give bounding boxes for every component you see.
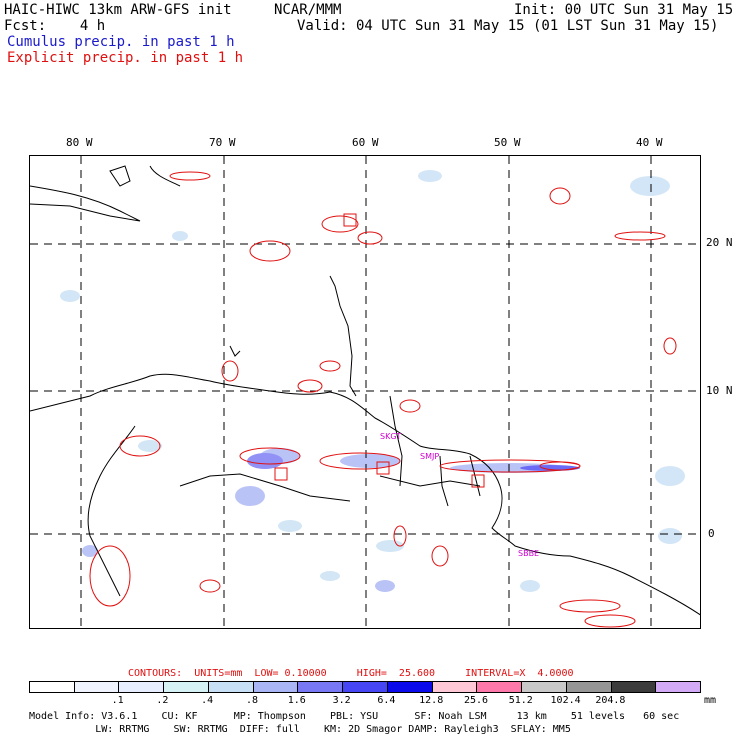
scale-swatch-4 bbox=[208, 682, 254, 692]
scale-tick-label: .2 bbox=[156, 695, 169, 706]
scale-swatch-12 bbox=[566, 682, 612, 692]
scale-tick-label: .8 bbox=[245, 695, 259, 706]
scale-swatch-5 bbox=[253, 682, 299, 692]
org-label: NCAR/MMM bbox=[274, 2, 342, 18]
scale-tick-label: 12.8 bbox=[419, 695, 444, 706]
lon-label-70w: 70 W bbox=[209, 136, 236, 149]
model-title: HAIC-HIWC 13km ARW-GFS init bbox=[4, 2, 232, 18]
station-label-smjp: SMJP bbox=[420, 452, 439, 461]
scale-tick-label: .4 bbox=[201, 695, 214, 706]
init-time: Init: 00 UTC Sun 31 May 15 bbox=[514, 2, 734, 18]
cumulus-precip-areas bbox=[60, 170, 685, 592]
scale-tick-label: 1.6 bbox=[287, 695, 306, 706]
lon-label-60w: 60 W bbox=[352, 136, 379, 149]
station-label-skgt: SKGT bbox=[380, 432, 401, 441]
scale-tick-label: .1 bbox=[111, 695, 124, 706]
scale-swatch-0 bbox=[30, 682, 75, 692]
explicit-legend: Explicit precip. in past 1 h bbox=[7, 50, 244, 66]
scale-tick-label: 3.2 bbox=[332, 695, 351, 706]
scale-tick-label: 102.4 bbox=[550, 695, 581, 706]
scale-swatch-3 bbox=[164, 682, 209, 692]
map-canvas: SMJP SBBE SKGT bbox=[30, 156, 700, 628]
lat-label-20n: 20 N bbox=[706, 236, 733, 249]
scale-swatch-10 bbox=[477, 682, 523, 692]
cumulus-legend: Cumulus precip. in past 1 h bbox=[7, 34, 235, 50]
max-markers bbox=[274, 213, 485, 488]
scale-swatch-7 bbox=[343, 682, 388, 692]
scale-tick-label: 51.2 bbox=[508, 695, 533, 706]
lon-label-50w: 50 W bbox=[494, 136, 521, 149]
scale-swatch-8 bbox=[387, 682, 433, 692]
valid-time: Valid: 04 UTC Sun 31 May 15 (01 LST Sun … bbox=[297, 18, 719, 34]
lat-label-0: 0 bbox=[708, 527, 715, 540]
lon-label-40w: 40 W bbox=[636, 136, 663, 149]
lat-label-10n: 10 N bbox=[706, 384, 733, 397]
scale-tick-label: 204.8 bbox=[595, 695, 626, 706]
forecast-hour: Fcst: 4 h bbox=[4, 18, 106, 34]
scale-swatch-14 bbox=[656, 682, 701, 692]
scale-unit: mm bbox=[704, 695, 717, 706]
scale-swatch-13 bbox=[611, 682, 657, 692]
color-scale bbox=[29, 681, 701, 693]
explicit-precip-contours bbox=[89, 171, 677, 628]
scale-swatch-6 bbox=[298, 682, 344, 692]
contours-info: CONTOURS: UNITS=mm LOW= 0.10000 HIGH= 25… bbox=[128, 668, 574, 679]
scale-tick-label: 25.6 bbox=[463, 695, 489, 706]
model-info-line2: LW: RRTMG SW: RRTMG DIFF: full KM: 2D Sm… bbox=[29, 724, 571, 735]
scale-swatch-1 bbox=[74, 682, 120, 692]
coastlines bbox=[30, 165, 700, 616]
scale-swatch-11 bbox=[522, 682, 567, 692]
station-label-sbbe: SBBE bbox=[518, 549, 539, 558]
scale-tick-label: 6.4 bbox=[377, 695, 396, 706]
model-info-line1: Model Info: V3.6.1 CU: KF MP: Thompson P… bbox=[29, 711, 680, 722]
scale-swatch-2 bbox=[119, 682, 165, 692]
lat-lon-grid bbox=[30, 156, 700, 628]
scale-swatch-9 bbox=[432, 682, 478, 692]
precipitation-map: SMJP SBBE SKGT bbox=[29, 155, 701, 629]
lon-label-80w: 80 W bbox=[66, 136, 93, 149]
